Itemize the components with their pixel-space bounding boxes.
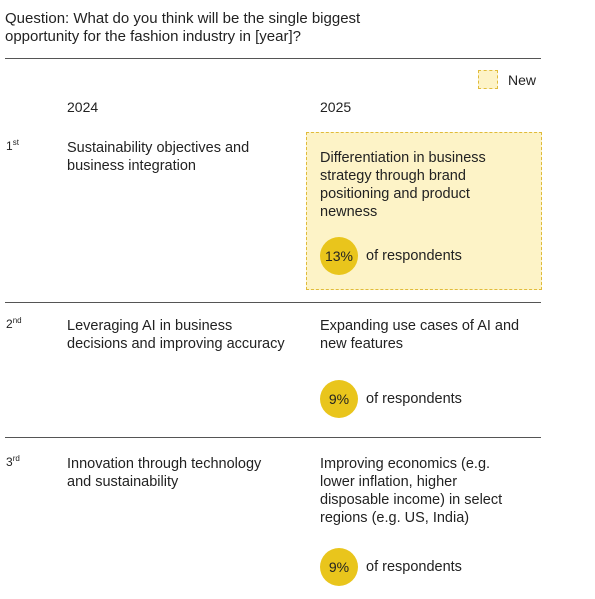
percent-badge: 9% [320,380,358,418]
column-header-2024: 2024 [67,99,99,115]
rank-suffix: rd [12,454,20,463]
rank-1: 1st [6,138,19,154]
top-divider [5,58,541,59]
question-text: Question: What do you think will be the … [5,10,361,45]
rank-3: 3rd [6,454,20,470]
row-3-2024-item: Innovation through technology and sustai… [67,456,262,490]
column-header-2025: 2025 [320,99,352,115]
row-divider [5,302,541,303]
row-2-2025-item: Expanding use cases of AI and new featur… [320,318,520,352]
row-3-2025-item: Improving economics (e.g. lower inflatio… [320,456,503,526]
legend: New [478,70,536,89]
percent-badge: 9% [320,548,358,586]
row-2-2024-item: Leveraging AI in business decisions and … [67,318,285,352]
respondents-label: of respondents [366,559,462,575]
rank-2: 2nd [6,316,22,332]
rank-number: 2 [6,317,13,331]
row-1-respondents: 13% of respondents [320,237,462,275]
respondents-label: of respondents [366,248,462,264]
row-2-respondents: 9% of respondents [320,380,462,418]
legend-new-swatch [478,70,498,89]
respondents-label: of respondents [366,391,462,407]
rank-suffix: st [12,138,19,147]
row-divider [5,437,541,438]
percent-badge: 13% [320,237,358,275]
row-1-2024-item: Sustainability objectives and business i… [67,140,250,174]
rank-number: 1 [6,139,13,153]
rank-suffix: nd [12,316,22,325]
row-3-respondents: 9% of respondents [320,548,462,586]
rank-number: 3 [6,455,13,469]
legend-new-label: New [508,71,537,88]
row-1-2025-item: Differentiation in business strategy thr… [320,150,486,220]
